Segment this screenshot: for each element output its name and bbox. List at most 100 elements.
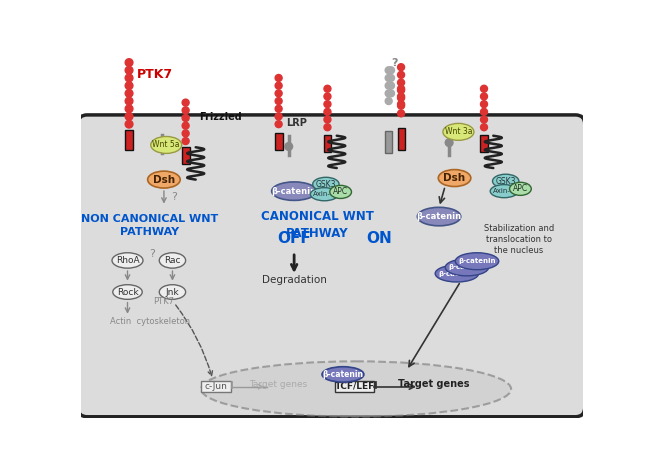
Circle shape: [398, 79, 404, 86]
Circle shape: [481, 116, 487, 123]
Bar: [231, 381, 232, 387]
Circle shape: [125, 113, 133, 120]
Text: Stabilization and
translocation to
the nucleus: Stabilization and translocation to the n…: [484, 224, 554, 256]
Circle shape: [125, 66, 133, 74]
Ellipse shape: [148, 171, 180, 188]
Ellipse shape: [330, 185, 351, 198]
Ellipse shape: [159, 285, 185, 299]
Text: β-catenin: β-catenin: [458, 258, 496, 264]
Ellipse shape: [509, 182, 531, 196]
Text: PTK7: PTK7: [154, 298, 174, 306]
Text: β-catenin: β-catenin: [323, 370, 364, 379]
Ellipse shape: [313, 177, 339, 191]
Circle shape: [445, 139, 453, 147]
Circle shape: [385, 67, 392, 74]
Circle shape: [324, 124, 331, 131]
Bar: [385, 131, 392, 153]
Bar: [335, 381, 374, 392]
Ellipse shape: [159, 253, 185, 268]
Circle shape: [182, 107, 189, 114]
Text: LRP: LRP: [286, 118, 307, 128]
Circle shape: [324, 101, 331, 108]
Text: GSK3: GSK3: [316, 180, 336, 189]
Circle shape: [125, 97, 133, 105]
Circle shape: [275, 82, 282, 89]
Circle shape: [398, 110, 404, 117]
Bar: [201, 381, 231, 392]
Circle shape: [125, 74, 133, 82]
Circle shape: [125, 105, 133, 113]
Ellipse shape: [113, 285, 142, 299]
Circle shape: [182, 99, 189, 106]
Circle shape: [125, 89, 133, 97]
Circle shape: [182, 122, 189, 129]
Circle shape: [275, 90, 282, 97]
Circle shape: [275, 113, 282, 120]
Text: APC: APC: [513, 184, 528, 193]
Circle shape: [275, 121, 282, 128]
Circle shape: [398, 85, 404, 92]
Text: ON: ON: [367, 231, 392, 246]
Circle shape: [398, 102, 404, 109]
Circle shape: [398, 87, 404, 94]
Circle shape: [398, 64, 404, 70]
Ellipse shape: [151, 136, 181, 153]
Text: Rac: Rac: [164, 256, 181, 265]
Text: Jnk: Jnk: [166, 288, 179, 297]
Circle shape: [388, 74, 395, 81]
Circle shape: [385, 82, 392, 89]
Bar: [275, 133, 283, 150]
Text: Rock: Rock: [117, 288, 138, 297]
Circle shape: [398, 94, 404, 102]
Bar: [398, 128, 404, 149]
Text: APC: APC: [333, 188, 348, 196]
Ellipse shape: [417, 207, 461, 226]
Ellipse shape: [310, 188, 338, 201]
Circle shape: [324, 93, 331, 100]
Circle shape: [182, 115, 189, 121]
Text: Axin-1: Axin-1: [493, 188, 515, 194]
Circle shape: [385, 74, 392, 81]
Circle shape: [158, 143, 167, 151]
Text: OFF: OFF: [277, 231, 311, 246]
Ellipse shape: [490, 185, 518, 198]
Circle shape: [385, 98, 392, 104]
Text: TCF/LEF: TCF/LEF: [334, 382, 375, 391]
Circle shape: [398, 71, 404, 78]
Text: RhoA: RhoA: [116, 256, 139, 265]
Text: Target genes: Target genes: [249, 380, 308, 389]
Text: c-Jun: c-Jun: [204, 382, 227, 391]
Text: Degradation: Degradation: [262, 275, 327, 285]
Bar: [323, 135, 331, 152]
Ellipse shape: [492, 174, 519, 188]
Circle shape: [481, 101, 487, 108]
Circle shape: [388, 90, 395, 97]
Text: Wnt 3a: Wnt 3a: [445, 127, 472, 136]
Circle shape: [324, 116, 331, 123]
Ellipse shape: [322, 367, 364, 382]
Text: GSK3: GSK3: [496, 177, 516, 186]
Text: ?: ?: [149, 249, 155, 259]
Bar: [125, 130, 133, 149]
Circle shape: [481, 109, 487, 115]
Ellipse shape: [435, 265, 479, 282]
Circle shape: [125, 120, 133, 128]
Circle shape: [125, 82, 133, 89]
Text: Target genes: Target genes: [398, 379, 469, 390]
Ellipse shape: [112, 253, 143, 268]
Text: β-catenin: β-catenin: [272, 187, 317, 196]
Circle shape: [324, 109, 331, 115]
Circle shape: [275, 105, 282, 112]
Circle shape: [182, 130, 189, 137]
Text: Wnt 5a: Wnt 5a: [152, 141, 180, 149]
Circle shape: [182, 138, 189, 145]
Circle shape: [481, 85, 487, 92]
Ellipse shape: [201, 361, 511, 417]
Text: β-catenin: β-catenin: [417, 212, 461, 221]
Text: Axin-1: Axin-1: [313, 191, 336, 197]
Bar: [374, 381, 375, 387]
Text: ?: ?: [391, 58, 397, 68]
FancyBboxPatch shape: [78, 115, 584, 417]
Circle shape: [388, 82, 395, 89]
Text: PTK7: PTK7: [137, 68, 173, 81]
